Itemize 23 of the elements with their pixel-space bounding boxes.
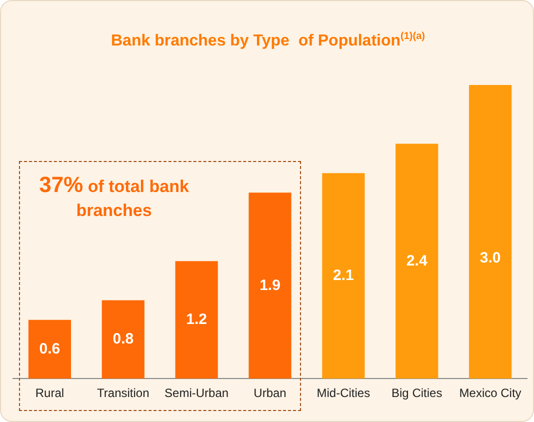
bar — [248, 192, 292, 379]
x-tick-label: Mexico City — [459, 386, 522, 400]
chart-title: Bank branches by Type of Population$^{(1)(a)}$ — [110, 31, 426, 50]
data-label: 1.9 — [260, 276, 280, 294]
x-tick-label: Big Cities — [392, 386, 442, 400]
bar — [28, 320, 72, 379]
x-tick-label: Rural — [35, 386, 64, 400]
x-tick-label: Transition — [97, 386, 150, 400]
x-tick-label: Semi-Urban — [164, 386, 229, 400]
x-tick-label: Mid-Cities — [316, 386, 370, 400]
data-label: 0.8 — [112, 330, 134, 348]
data-label: 3.0 — [480, 250, 501, 267]
bar — [468, 85, 512, 379]
bar — [322, 173, 365, 379]
bar — [175, 261, 218, 379]
data-label: 0.6 — [39, 340, 60, 358]
bar — [396, 144, 438, 379]
data-label: 2.4 — [406, 252, 428, 270]
x-tick-label: Urban — [254, 386, 286, 400]
data-label: 2.1 — [333, 266, 354, 284]
bar — [102, 300, 144, 379]
data-label: 1.2 — [186, 311, 207, 328]
annotation: 37% of total bank branches — [38, 172, 190, 222]
